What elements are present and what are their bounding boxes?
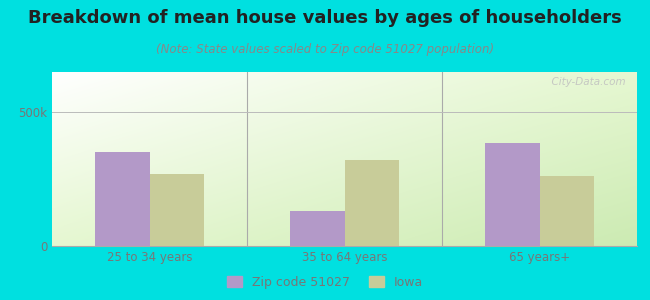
Bar [485,143,540,246]
Bar [540,176,594,246]
Text: City-Data.com: City-Data.com [545,77,625,87]
Bar [344,160,399,246]
Bar [95,152,150,246]
Text: (Note: State values scaled to Zip code 51027 population): (Note: State values scaled to Zip code 5… [156,44,494,56]
Text: Breakdown of mean house values by ages of householders: Breakdown of mean house values by ages o… [28,9,622,27]
Bar [150,174,204,246]
Bar [290,211,344,246]
Legend: Zip code 51027, Iowa: Zip code 51027, Iowa [222,271,428,294]
